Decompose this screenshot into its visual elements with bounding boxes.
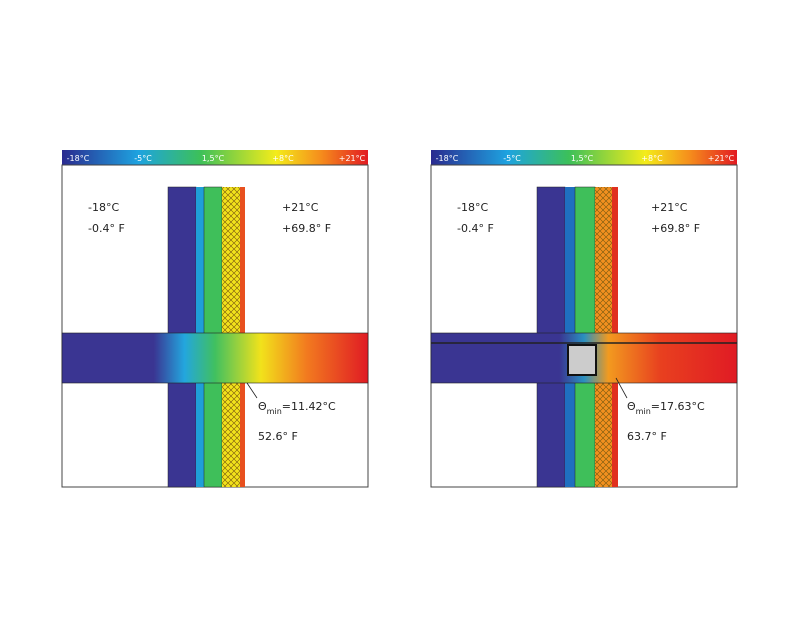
scale-label: +8°C	[272, 154, 294, 163]
scale-bar	[62, 150, 368, 165]
theta-value: =17.63°C	[651, 400, 705, 413]
theta-min: Θmin=11.42°C	[258, 400, 336, 416]
scale-label: 1,5°C	[571, 154, 594, 163]
theta-symbol: Θ	[627, 400, 636, 413]
slab	[61, 332, 369, 384]
outside-fahrenheit: -0.4° F	[88, 222, 125, 235]
scale-label: +8°C	[641, 154, 663, 163]
inside-celsius: +21°C	[651, 201, 688, 214]
scale-label: -18°C	[436, 154, 459, 163]
theta-subscript: min	[267, 407, 282, 416]
theta-min: Θmin=17.63°C	[627, 400, 705, 416]
inside-fahrenheit: +69.8° F	[282, 222, 331, 235]
scale-bar	[431, 150, 737, 165]
scale-label: -5°C	[503, 154, 521, 163]
thermal-break	[567, 344, 597, 376]
scale-label: +21°C	[339, 154, 366, 163]
inside-fahrenheit: +69.8° F	[651, 222, 700, 235]
pointer	[246, 382, 258, 399]
panel: -18°C -5°C 1,5°C +8°C +21°C -18°C -0.4° F +21°C…	[430, 150, 738, 488]
inside-celsius: +21°C	[282, 201, 319, 214]
scale-label: -5°C	[134, 154, 152, 163]
theta-subscript: min	[636, 407, 651, 416]
scale-label: 1,5°C	[202, 154, 225, 163]
theta-fahrenheit: 52.6° F	[258, 430, 298, 443]
panel: -18°C -5°C 1,5°C +8°C +21°C -18°C -0.4° F +21°C…	[61, 150, 369, 488]
outside-fahrenheit: -0.4° F	[457, 222, 494, 235]
pointer	[615, 377, 628, 399]
scale-label: +21°C	[708, 154, 735, 163]
scale-label: -18°C	[67, 154, 90, 163]
theta-symbol: Θ	[258, 400, 267, 413]
outside-celsius: -18°C	[457, 201, 488, 214]
theta-fahrenheit: 63.7° F	[627, 430, 667, 443]
outside-celsius: -18°C	[88, 201, 119, 214]
theta-value: =11.42°C	[282, 400, 336, 413]
